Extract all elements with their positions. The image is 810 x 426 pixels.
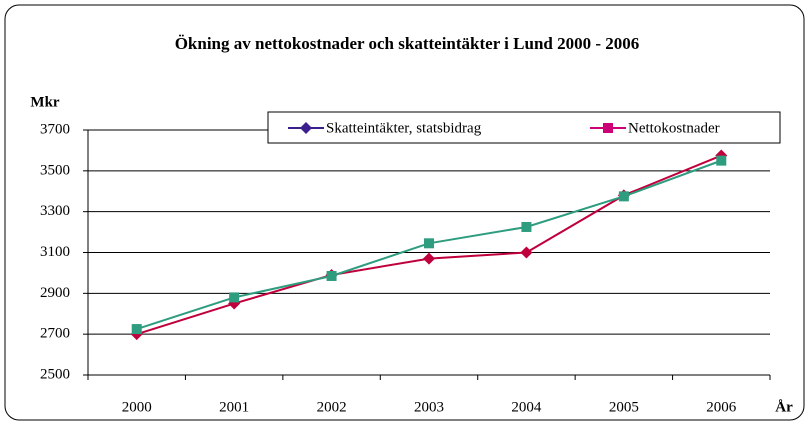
legend-box	[267, 111, 781, 144]
x-tick-label: 2005	[609, 399, 639, 415]
x-tick-label: 2002	[317, 399, 347, 415]
chart-title: Ökning av nettokostnader och skatteintäk…	[175, 34, 640, 53]
y-axis-label: Mkr	[30, 94, 60, 110]
legend-marker	[300, 122, 312, 134]
point	[131, 324, 142, 335]
y-tick-label: 3500	[40, 162, 70, 178]
point	[520, 246, 533, 259]
legend-label: Skatteintäkter, statsbidrag	[326, 120, 482, 136]
chart-border	[4, 4, 805, 421]
y-tick-label: 3100	[40, 244, 70, 260]
point	[716, 155, 727, 166]
x-axis-label: År	[775, 399, 793, 415]
x-tick-label: 2001	[219, 399, 249, 415]
y-tick-label: 2700	[40, 326, 70, 342]
y-tick-label: 2900	[40, 285, 70, 301]
legend-label: Nettokostnader	[628, 120, 720, 136]
x-tick-label: 2000	[122, 399, 152, 415]
point	[618, 191, 629, 202]
point	[424, 238, 434, 249]
x-tick-label: 2006	[706, 399, 737, 415]
x-tick-label: 2003	[414, 399, 444, 415]
point	[521, 221, 532, 232]
legend-marker	[603, 123, 613, 133]
y-tick-label: 2500	[40, 366, 70, 382]
y-tick-label: 3700	[40, 121, 70, 137]
x-tick-label: 2004	[511, 399, 542, 415]
point	[326, 270, 337, 281]
point	[229, 292, 240, 303]
y-tick-label: 3300	[40, 203, 70, 219]
point	[423, 252, 435, 265]
